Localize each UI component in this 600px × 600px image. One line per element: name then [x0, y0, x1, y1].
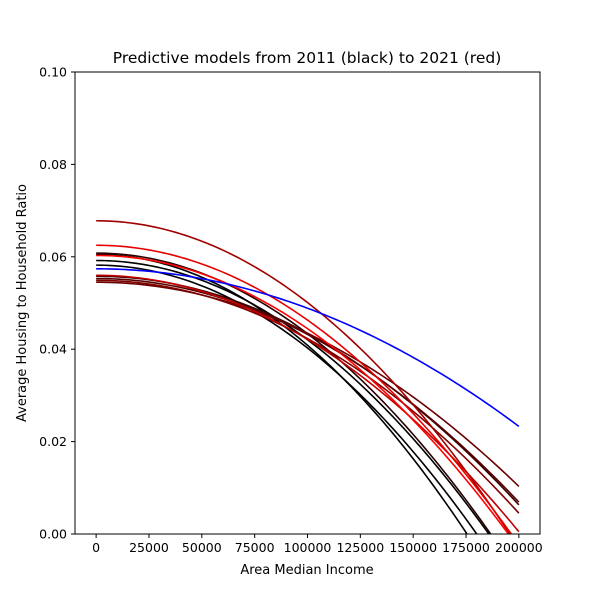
model-curve-9 — [96, 219, 511, 534]
y-axis-label: Average Housing to Household Ratio — [15, 184, 30, 422]
x-tick-label: 50000 — [182, 540, 222, 555]
y-tick-label: 0.08 — [39, 157, 67, 172]
model-curve-7 — [96, 281, 520, 487]
x-tick-label: 0 — [92, 540, 100, 555]
x-tick-label: 100000 — [284, 540, 332, 555]
x-tick-label: 25000 — [129, 540, 169, 555]
x-tick-label: 75000 — [235, 540, 275, 555]
y-tick-label: 0.04 — [39, 342, 67, 357]
y-tick-label: 0.00 — [39, 527, 67, 542]
x-axis: 0 25000 50000 75000 100000 125000 150000 175000… — [92, 534, 543, 555]
chart-title: Predictive models from 2011 (black) to 2… — [113, 49, 502, 67]
x-axis-label: Area Median Income — [240, 563, 373, 578]
x-tick-label: 150000 — [389, 540, 437, 555]
y-tick-label: 0.10 — [39, 65, 67, 80]
series-layer — [96, 219, 520, 534]
model-curve-12 — [96, 254, 510, 534]
model-curve-11 — [96, 244, 513, 534]
y-tick-label: 0.06 — [39, 249, 67, 264]
y-tick-label: 0.02 — [39, 434, 67, 449]
x-tick-label: 175000 — [442, 540, 490, 555]
model-curve-8 — [96, 279, 520, 514]
model-curve-13 — [96, 268, 520, 427]
x-tick-label: 200000 — [495, 540, 543, 555]
model-curve-10 — [96, 274, 520, 533]
model-curve-4 — [96, 252, 492, 534]
x-tick-label: 125000 — [336, 540, 384, 555]
model-curve-1 — [96, 253, 468, 534]
y-axis: 0.00 0.02 0.04 0.06 0.08 0.10 — [39, 65, 75, 542]
model-curve-5 — [96, 275, 520, 506]
model-curve-3 — [96, 264, 478, 534]
model-curve-6 — [96, 277, 520, 503]
